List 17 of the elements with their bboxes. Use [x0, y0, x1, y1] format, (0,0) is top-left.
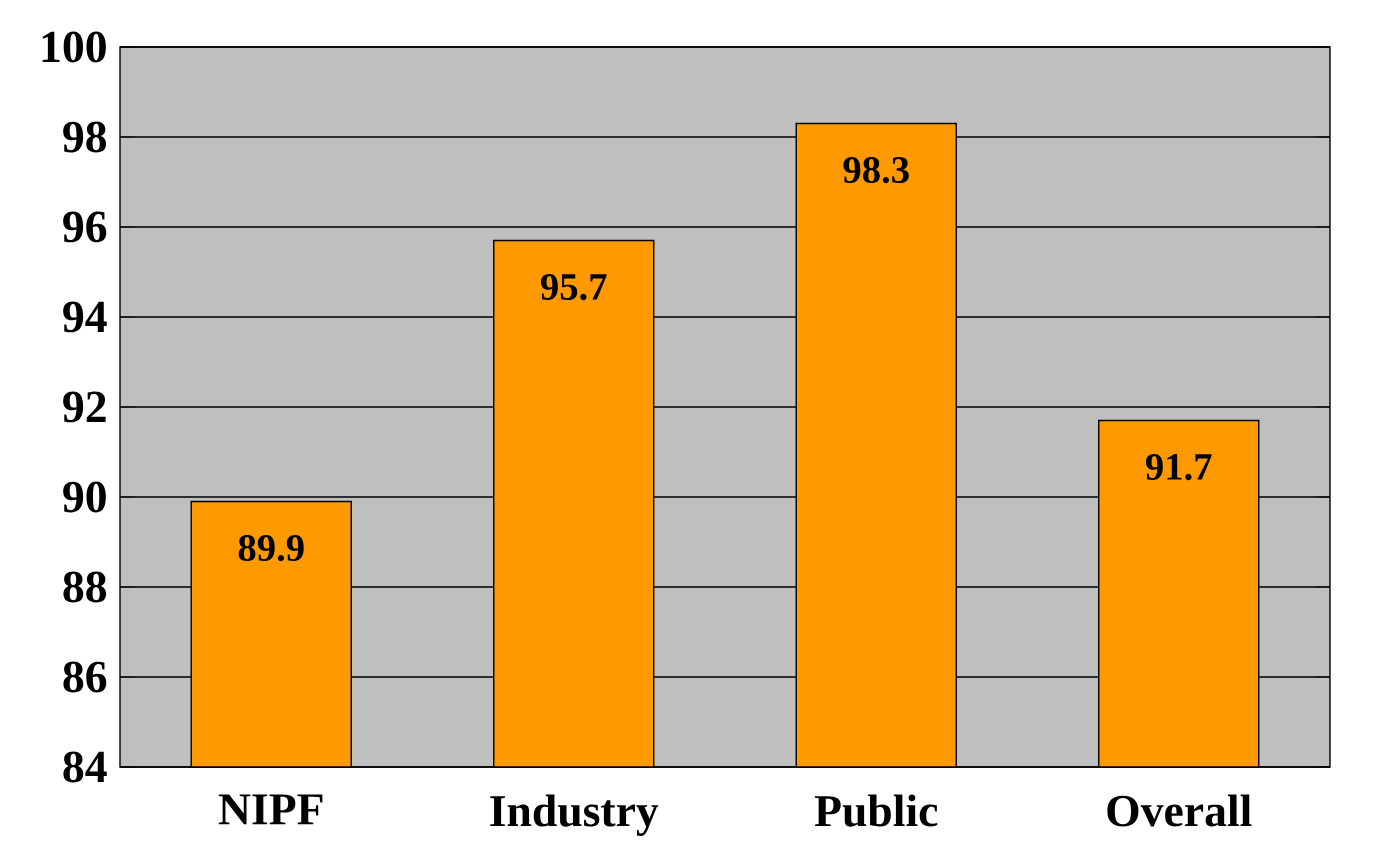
- x-tick-label: Overall: [1107, 794, 1252, 827]
- y-tick-label: 96: [63, 211, 107, 243]
- data-label: 89.9: [238, 535, 304, 562]
- y-tick-label: 94: [63, 301, 107, 333]
- y-tick-label: 92: [63, 391, 106, 423]
- y-tick-label: 86: [63, 661, 107, 693]
- y-tick-label: 84: [63, 751, 107, 783]
- data-label: 91.7: [1145, 454, 1212, 481]
- data-label: 98.3: [843, 157, 909, 184]
- x-tick-label: NIPF: [218, 794, 323, 825]
- y-tick-label: 90: [63, 481, 106, 513]
- y-tick-label: 98: [63, 121, 107, 153]
- data-label: 95.7: [540, 274, 607, 301]
- y-tick-label: 88: [63, 571, 107, 603]
- x-tick-label: Public: [814, 794, 938, 827]
- y-tick-label: 100: [42, 31, 106, 63]
- x-tick-label: Industry: [490, 794, 659, 836]
